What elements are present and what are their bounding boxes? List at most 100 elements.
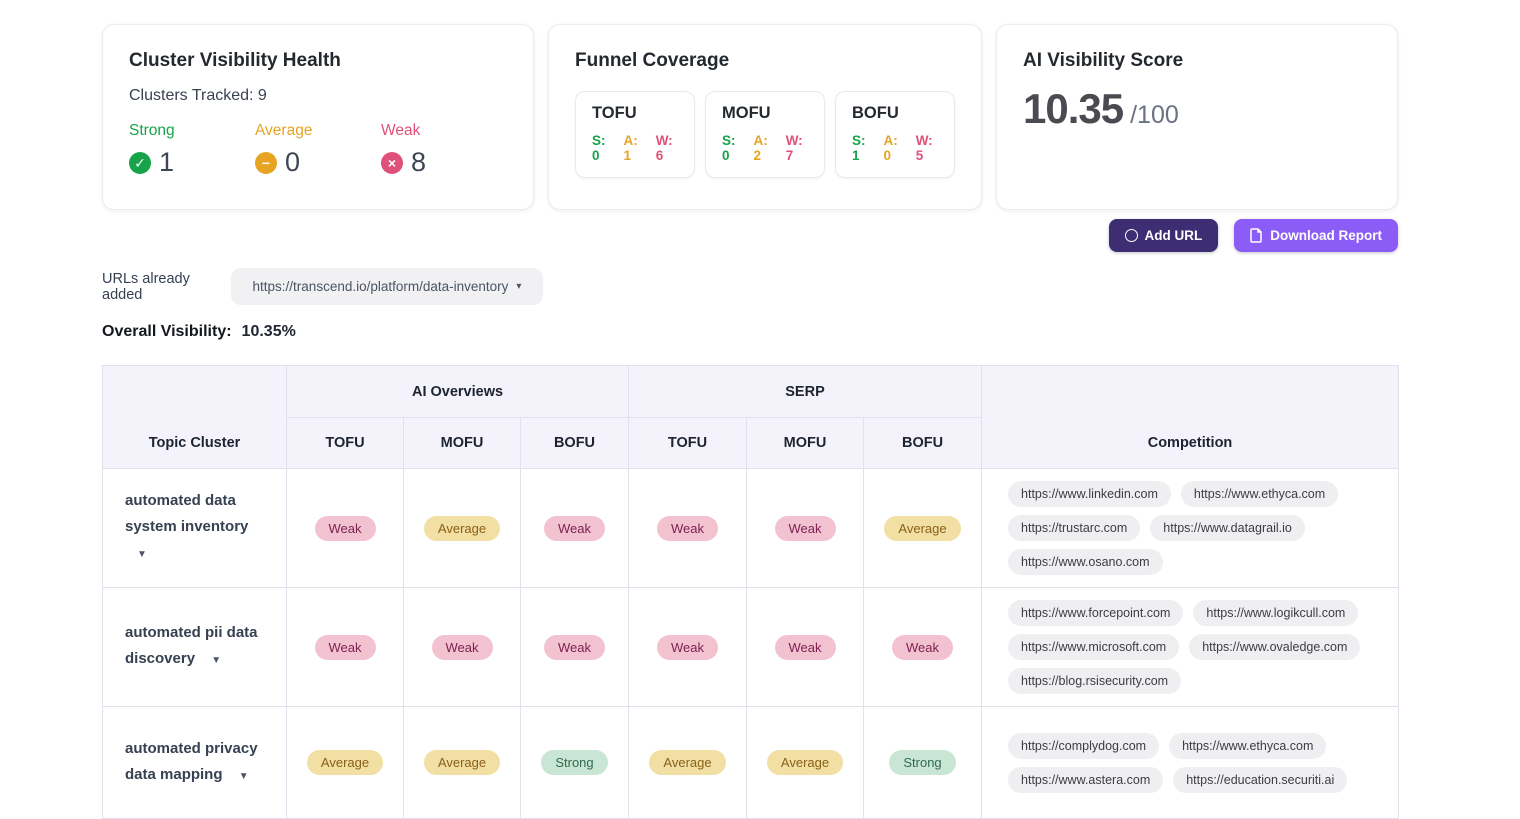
strong-count: S: 1 [852,133,866,163]
funnel-coverage-card: Funnel Coverage TOFU S: 0 A: 1 W: 6 MOFU… [548,24,982,210]
topic-cluster-cell[interactable]: automated pii data discovery ▼ [102,587,287,707]
table-row: automated privacy data mapping ▼ Average… [102,706,1400,819]
document-icon [1250,228,1263,243]
selected-url: https://transcend.io/platform/data-inven… [252,279,509,294]
average-count: 0 [285,147,301,177]
competitor-url-pill: https://www.logikcull.com [1193,600,1359,626]
expand-row-icon[interactable]: ▼ [211,655,222,666]
aio-bofu-header: BOFU [519,417,630,469]
average-count: A: 1 [623,133,638,163]
weak-count: 8 [411,147,427,177]
stat-strong: Strong ✓ 1 [129,122,255,178]
health-stats-row: Strong ✓ 1 Average − 0 Weak × [129,122,507,178]
status-badge: Average [766,750,844,775]
status-badge: Weak [544,515,605,541]
status-badge: Weak [657,634,719,660]
url-bar: URLs already added https://transcend.io/… [102,268,1398,305]
status-badge: Weak [774,515,836,541]
serp-mofu-header: MOFU [746,417,865,469]
competition-header: Competition [981,365,1400,469]
competitor-url-pill: https://www.osano.com [1008,549,1163,575]
competition-cell: https://complydog.com https://www.ethyca.… [981,706,1400,819]
status-badge: Average [306,750,384,775]
status-badge: Weak [314,515,376,541]
funnel-stages-row: TOFU S: 0 A: 1 W: 6 MOFU S: 0 A: 2 W: 7 [575,91,955,178]
competitor-url-pill: https://www.astera.com [1008,766,1164,793]
serp-bofu-header: BOFU [863,417,983,469]
competition-cell: https://www.forcepoint.com https://www.lo… [981,587,1400,707]
strong-count: S: 0 [592,133,606,163]
status-badge: Weak [431,634,493,660]
average-label: Average [255,122,313,139]
visibility-table: Topic Cluster AI Overviews SERP Competit… [102,365,1400,819]
add-url-label: Add URL [1144,228,1203,243]
topic-cluster-cell[interactable]: automated privacy data mapping ▼ [102,706,287,819]
competitor-url-pill: https://www.ovaledge.com [1189,634,1361,660]
weak-count: W: 6 [655,133,673,163]
topic-cluster-name: automated data system inventory [125,492,249,535]
circle-icon [1124,229,1138,242]
overall-visibility: Overall Visibility: 10.35% [102,323,1398,341]
visibility-score-value: 10.35 [1023,85,1124,132]
competitor-url-pill: https://www.linkedin.com [1008,481,1171,507]
card-title: Funnel Coverage [575,50,730,71]
strong-count: 1 [159,147,175,177]
stat-average: Average − 0 [255,122,381,178]
table-row: automated pii data discovery ▼ Weak Weak… [102,587,1400,707]
status-badge: Average [423,515,501,541]
check-icon: ✓ [129,151,151,174]
url-dropdown[interactable]: https://transcend.io/platform/data-inven… [231,268,543,305]
download-report-label: Download Report [1270,228,1382,243]
minus-icon: − [255,151,277,174]
ai-overviews-header: AI Overviews [285,365,630,418]
topic-cluster-name: automated pii data discovery [125,624,258,667]
competitor-url-pill: https://www.datagrail.io [1150,515,1305,541]
aio-mofu-header: MOFU [403,417,521,469]
urls-added-label: URLs already added [102,270,190,303]
serp-tofu-header: TOFU [628,417,748,469]
competitor-url-pill: https://www.microsoft.com [1008,634,1180,660]
status-badge: Average [423,750,501,775]
status-badge: Weak [892,634,954,660]
competitor-url-pill: https://www.forcepoint.com [1008,600,1184,626]
cluster-visibility-health-card: Cluster Visibility Health Clusters Track… [102,24,534,210]
average-count: A: 2 [753,133,768,163]
funnel-stage-bofu: BOFU S: 1 A: 0 W: 5 [835,91,955,178]
average-count: A: 0 [883,133,898,163]
overall-visibility-label: Overall Visibility: [102,323,232,340]
topic-cluster-name: automated privacy data mapping [125,739,258,783]
status-badge: Weak [774,634,836,660]
stage-name: BOFU [852,104,899,122]
clusters-tracked-label: Clusters Tracked: 9 [129,87,267,104]
status-badge: Strong [541,750,608,775]
status-badge: Average [649,750,726,775]
stage-name: MOFU [722,104,771,122]
expand-row-icon[interactable]: ▼ [137,549,147,560]
download-report-button[interactable]: Download Report [1234,219,1398,252]
topic-cluster-cell[interactable]: automated data system inventory ▼ [102,468,287,588]
expand-row-icon[interactable]: ▼ [238,770,249,782]
status-badge: Average [884,515,961,541]
competition-cell: https://www.linkedin.com https://www.ethy… [981,468,1400,588]
card-title: AI Visibility Score [1023,50,1184,71]
status-badge: Weak [314,634,376,660]
status-badge: Weak [657,515,719,541]
card-title: Cluster Visibility Health [129,50,341,71]
competitor-url-pill: https://www.ethyca.com [1180,481,1339,507]
strong-label: Strong [129,122,175,139]
visibility-score-max: /100 [1130,101,1179,129]
weak-label: Weak [381,122,421,139]
competitor-url-pill: https://www.ethyca.com [1169,732,1327,759]
competitor-url-pill: https://education.securiti.ai [1173,766,1348,793]
aio-tofu-header: TOFU [286,417,404,469]
add-url-button[interactable]: Add URL [1108,219,1219,252]
competitor-url-pill: https://blog.rsisecurity.com [1008,668,1182,694]
metric-cards-row: Cluster Visibility Health Clusters Track… [102,24,1398,210]
x-icon: × [381,151,403,174]
weak-count: W: 7 [785,133,803,163]
weak-count: W: 5 [915,133,933,163]
table-row: automated data system inventory ▼ Weak A… [102,468,1400,588]
competitor-url-pill: https://trustarc.com [1008,515,1141,541]
competitor-url-pill: https://complydog.com [1008,732,1160,759]
overall-visibility-value: 10.35% [241,323,296,340]
